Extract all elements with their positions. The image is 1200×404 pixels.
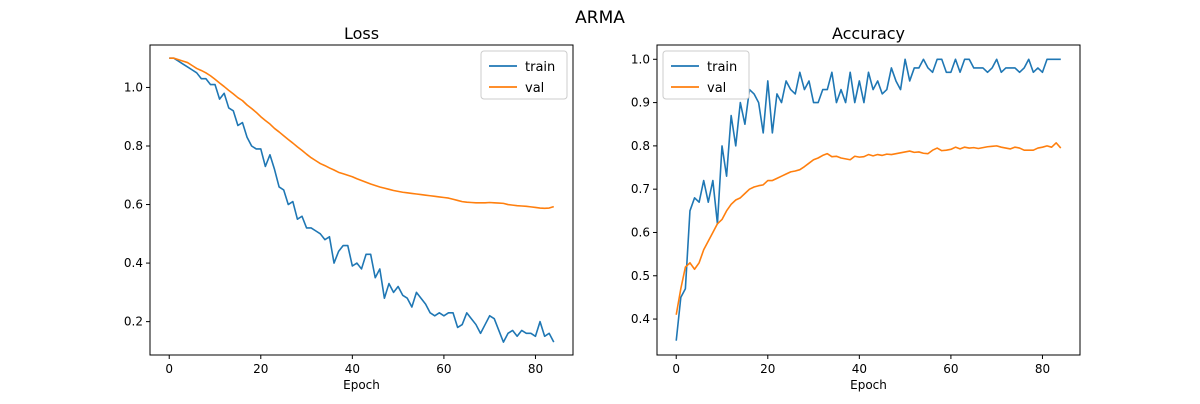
series-line-train — [169, 57, 555, 343]
series-line-val — [169, 57, 555, 210]
legend: train val — [480, 50, 568, 100]
legend-box — [480, 50, 568, 100]
x-tick-label: 0 — [165, 362, 173, 376]
x-tick-label: 60 — [943, 362, 958, 376]
y-tick-label: 0.4 — [631, 312, 650, 326]
plot-area — [149, 44, 574, 356]
y-tick-label: 0.2 — [124, 315, 143, 329]
x-tick-label: 40 — [852, 362, 867, 376]
panel-title: Loss — [344, 24, 379, 43]
x-tick-label: 0 — [672, 362, 680, 376]
x-tick-label: 80 — [528, 362, 543, 376]
x-tick-label: 20 — [760, 362, 775, 376]
legend-label-val: val — [525, 81, 544, 96]
legend-label-train: train — [525, 60, 555, 75]
y-tick-label: 0.7 — [631, 182, 650, 196]
series-line-val — [675, 142, 1062, 315]
plot-area — [656, 44, 1081, 356]
x-tick-label: 80 — [1035, 362, 1050, 376]
accuracy-panel: Accuracy 0 20 40 60 80 0.4 0.5 0.6 0.7 0.8 0.9 1.0 Ep… — [631, 24, 1081, 392]
figure-suptitle: ARMA — [575, 8, 625, 28]
y-tick-label: 0.4 — [124, 256, 143, 270]
y-tick-label: 0.8 — [124, 139, 143, 153]
y-tick-label: 1.0 — [631, 52, 650, 66]
x-tick-label: 40 — [345, 362, 360, 376]
y-tick-label: 1.0 — [124, 80, 143, 94]
x-axis-label: Epoch — [343, 378, 380, 392]
series-line-train — [675, 58, 1061, 341]
legend: train val — [662, 50, 750, 100]
x-tick-label: 60 — [436, 362, 451, 376]
loss-panel: Loss 0 20 40 60 80 0.2 0.4 0.6 0.8 1.0 Epoch train va… — [124, 24, 574, 392]
y-tick-label: 0.5 — [631, 269, 650, 283]
y-tick-label: 0.8 — [631, 139, 650, 153]
legend-label-val: val — [707, 81, 726, 96]
x-axis-label: Epoch — [850, 378, 887, 392]
legend-box — [662, 50, 750, 100]
panel-title: Accuracy — [832, 24, 905, 43]
y-tick-label: 0.6 — [631, 225, 650, 239]
x-tick-label: 20 — [253, 362, 268, 376]
y-tick-label: 0.9 — [631, 96, 650, 110]
legend-label-train: train — [707, 60, 737, 75]
y-tick-label: 0.6 — [124, 198, 143, 212]
